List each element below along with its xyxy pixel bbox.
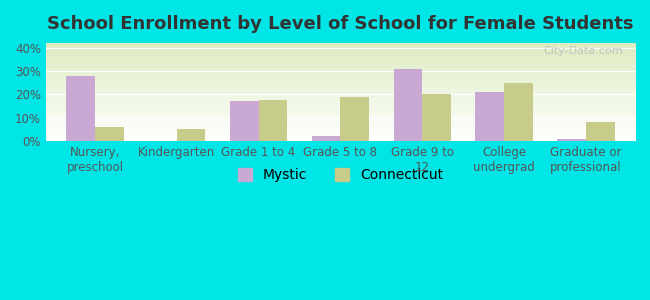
- Bar: [586, 122, 614, 141]
- Bar: [95, 127, 124, 141]
- Bar: [475, 92, 504, 141]
- Bar: [312, 136, 341, 141]
- Text: City-Data.com: City-Data.com: [543, 46, 623, 56]
- Bar: [66, 76, 95, 141]
- Bar: [341, 97, 369, 141]
- Bar: [177, 129, 205, 141]
- Bar: [230, 101, 259, 141]
- Bar: [422, 94, 451, 141]
- Bar: [394, 69, 422, 141]
- Legend: Mystic, Connecticut: Mystic, Connecticut: [232, 163, 448, 188]
- Bar: [259, 100, 287, 141]
- Bar: [504, 82, 533, 141]
- Title: School Enrollment by Level of School for Female Students: School Enrollment by Level of School for…: [47, 15, 634, 33]
- Bar: [557, 139, 586, 141]
